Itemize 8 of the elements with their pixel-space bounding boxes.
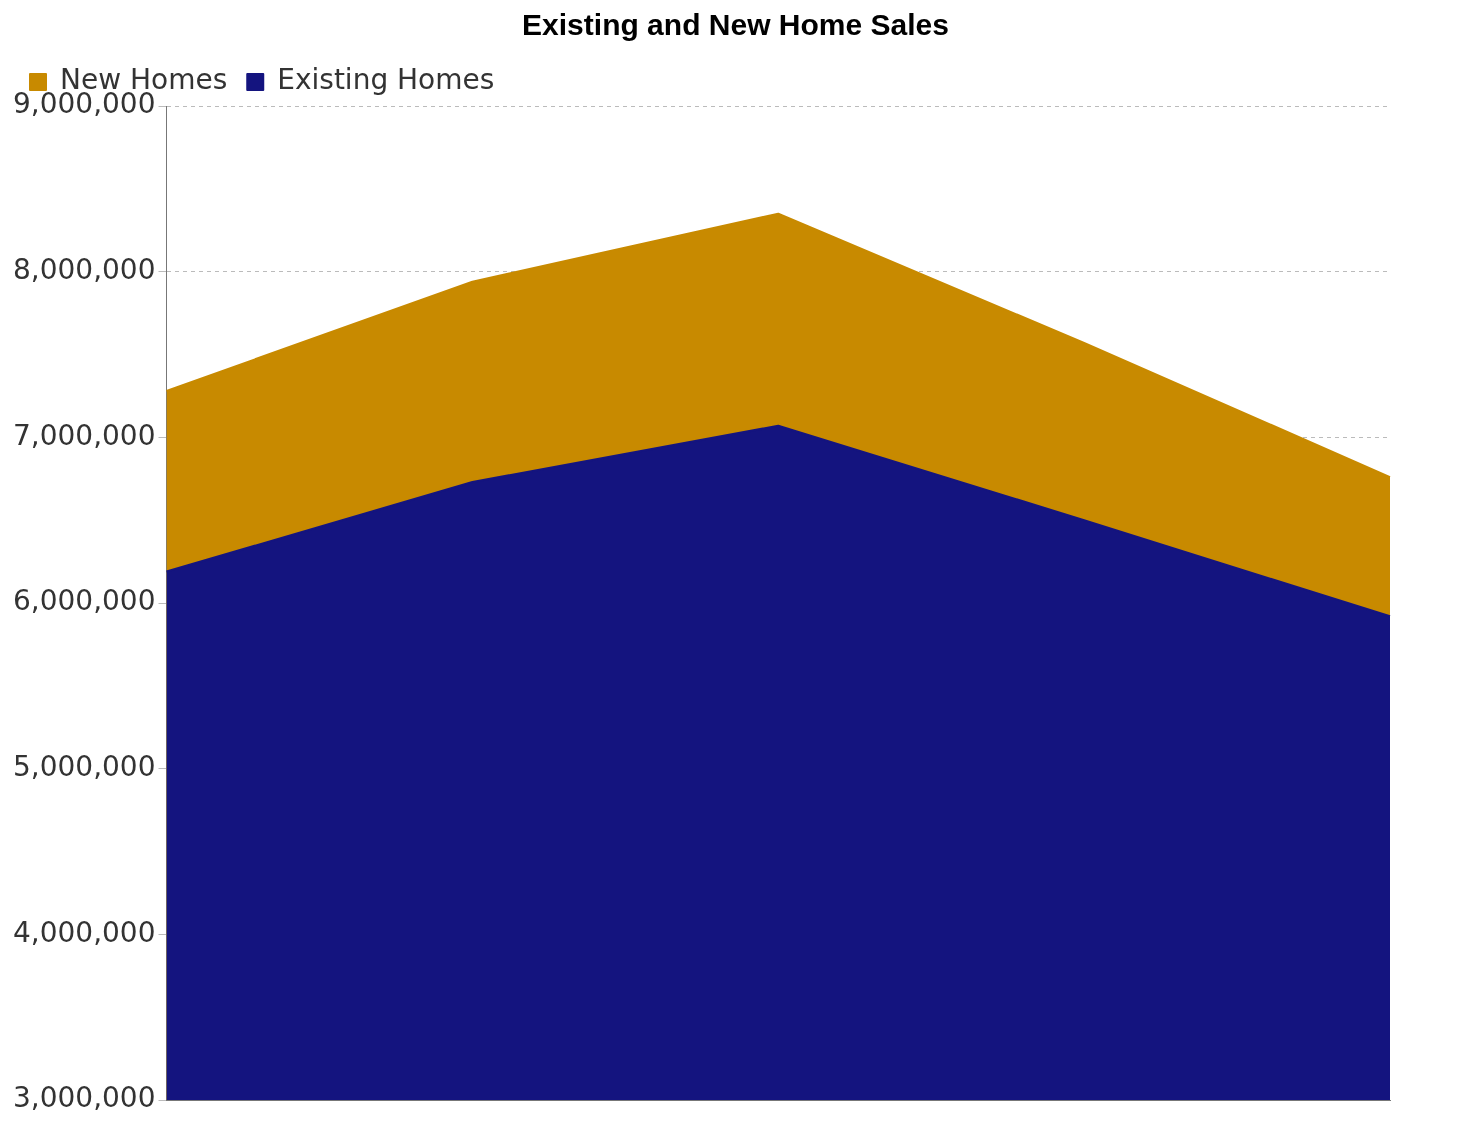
y-tick-label: 4,000,000 — [12, 915, 156, 949]
y-tick-label: 3,000,000 — [12, 1081, 156, 1115]
y-tick-label: 8,000,000 — [12, 252, 156, 286]
chart-title: Existing and New Home Sales — [521, 8, 950, 43]
y-tick-label: 5,000,000 — [12, 749, 156, 783]
y-tick-label: 7,000,000 — [12, 418, 156, 452]
legend-label: Existing Homes — [277, 63, 495, 97]
y-tick-label: 6,000,000 — [12, 584, 156, 618]
